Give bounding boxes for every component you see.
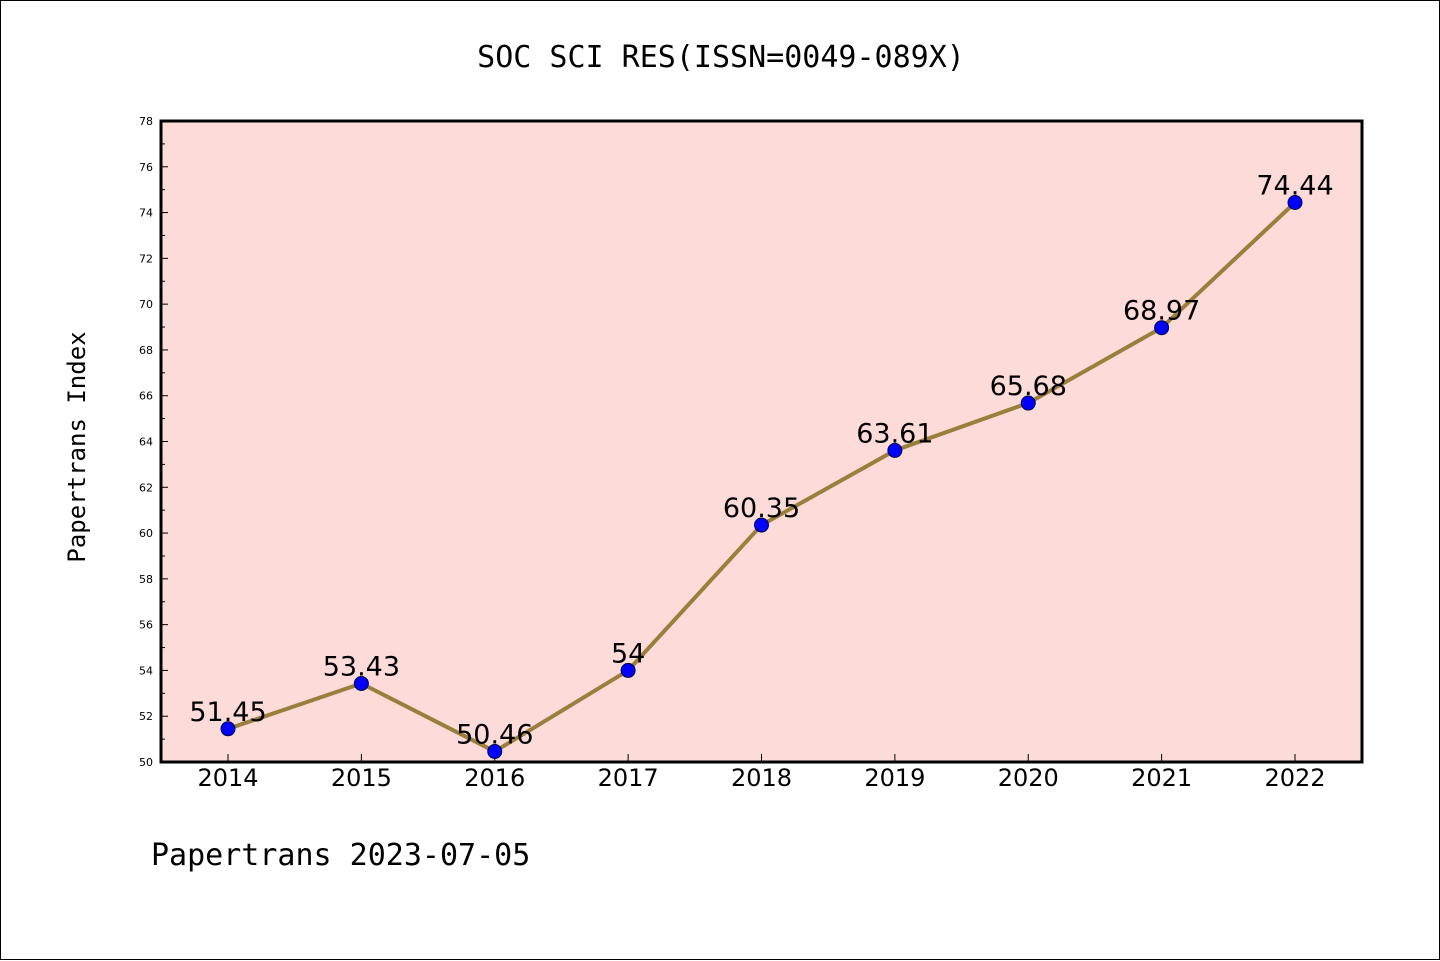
x-tick-label: 2021 xyxy=(1131,764,1192,792)
y-tick-label: 52 xyxy=(139,710,153,723)
data-value-label: 54 xyxy=(611,638,645,669)
data-point-marker xyxy=(754,517,769,533)
data-value-label: 65.68 xyxy=(990,371,1067,402)
x-tick-label: 2014 xyxy=(197,764,258,792)
footer-caption: Papertrans 2023-07-05 xyxy=(151,838,530,873)
y-tick-label: 70 xyxy=(139,298,153,311)
data-point-marker xyxy=(1020,395,1036,411)
data-point-marker xyxy=(1287,194,1303,210)
data-value-label: 68.97 xyxy=(1123,296,1200,327)
y-tick-label: 64 xyxy=(139,436,153,449)
y-tick-label: 66 xyxy=(139,390,153,403)
y-tick-label: 56 xyxy=(139,619,153,632)
y-tick-label: 58 xyxy=(139,573,153,586)
y-axis-label: Papertrans Index xyxy=(63,331,91,562)
x-tick-label: 2019 xyxy=(864,764,925,792)
y-tick-label: 68 xyxy=(139,344,153,357)
y-tick-label: 62 xyxy=(139,481,153,494)
y-tick-label: 54 xyxy=(139,664,153,677)
x-tick-label: 2015 xyxy=(331,764,392,792)
x-tick-label: 2017 xyxy=(598,764,659,792)
y-tick-label: 60 xyxy=(139,527,153,540)
data-value-label: 51.45 xyxy=(189,697,266,728)
chart-title: SOC SCI RES(ISSN=0049-089X) xyxy=(477,40,965,75)
data-point-marker xyxy=(620,662,636,678)
data-point-marker xyxy=(220,721,236,737)
x-tick-label: 2016 xyxy=(464,764,525,792)
x-tick-label: 2018 xyxy=(731,764,792,792)
y-tick-label: 50 xyxy=(139,756,153,769)
plot-area xyxy=(159,119,1364,764)
data-value-label: 53.43 xyxy=(323,651,400,682)
data-value-label: 63.61 xyxy=(856,418,933,449)
data-point-marker xyxy=(487,743,503,759)
data-point-marker xyxy=(353,675,369,691)
x-axis: 2014 2015 2016 2017 2018 2019 2020 2021 2022 xyxy=(197,754,1326,792)
series-layer: 51.45 53.43 50.46 54 60.35 63.61 65.68 68.97 74.… xyxy=(189,170,1334,759)
y-tick-label: 78 xyxy=(139,115,153,128)
data-value-label: 60.35 xyxy=(723,493,800,524)
data-point-marker xyxy=(1154,320,1170,336)
data-value-label: 50.46 xyxy=(456,719,533,750)
data-value-label: 74.44 xyxy=(1256,170,1333,201)
y-tick-label: 76 xyxy=(139,161,153,174)
data-point-marker xyxy=(887,442,903,458)
y-tick-label: 72 xyxy=(139,252,153,265)
y-tick-label: 74 xyxy=(139,207,153,220)
x-tick-label: 2022 xyxy=(1264,764,1325,792)
y-axis: 50 52 54 56 58 60 62 64 66 68 70 72 74 76 78 xyxy=(139,115,168,769)
x-tick-label: 2020 xyxy=(998,764,1059,792)
